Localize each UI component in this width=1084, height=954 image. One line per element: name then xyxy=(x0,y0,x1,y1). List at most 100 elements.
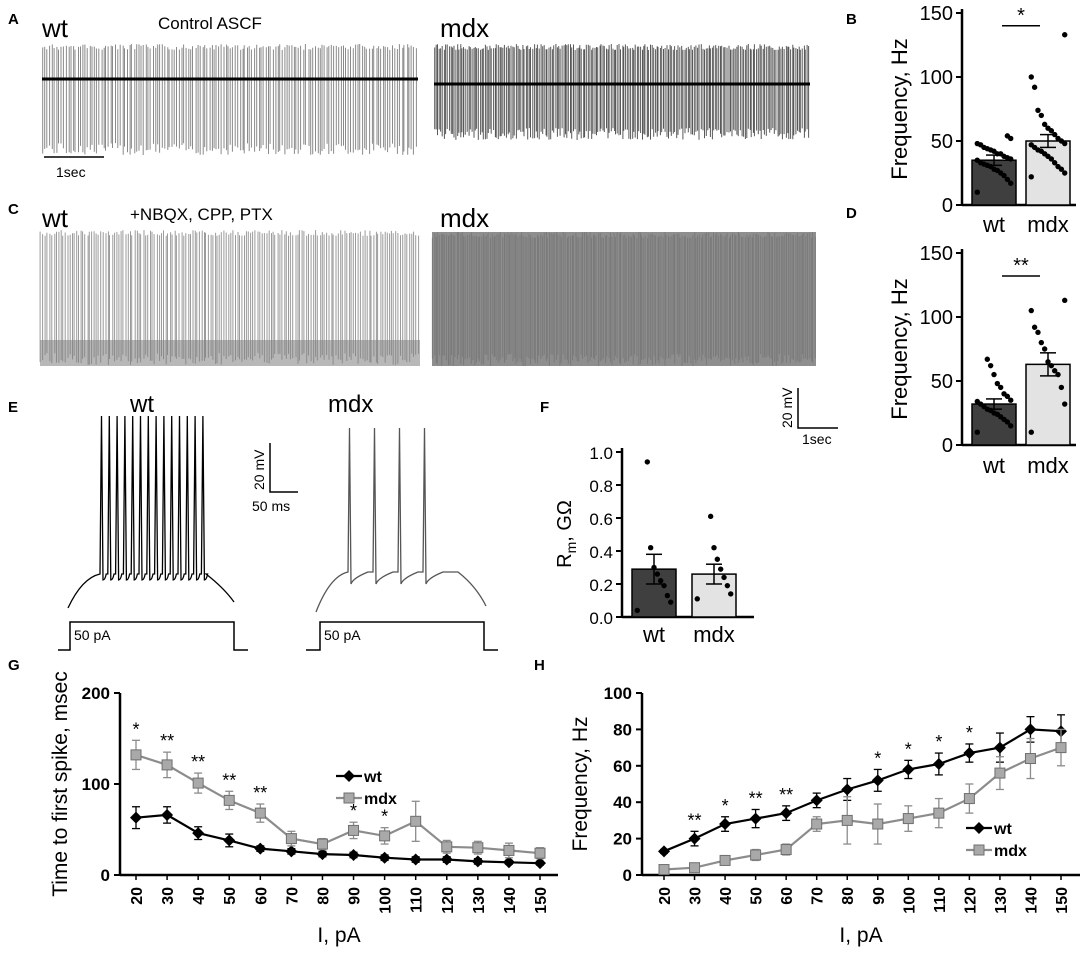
chart-h-point-mdx xyxy=(1055,742,1067,754)
chart-d-category-label: mdx xyxy=(1027,453,1069,478)
chart-f-point-mdx xyxy=(694,596,700,602)
chart-g-x-tick-label: 140 xyxy=(502,887,519,914)
chart-h-point-wt xyxy=(963,747,976,760)
chart-g-point-wt xyxy=(534,857,546,870)
chart-h-significance-label: ** xyxy=(688,810,702,830)
trace-c-wt-spikes xyxy=(39,230,420,365)
panel-e-mdx-current-step xyxy=(306,621,498,651)
chart-g-point-mdx xyxy=(285,833,297,845)
chart-b-point-mdx xyxy=(1055,163,1061,170)
chart-h-point-wt xyxy=(932,757,945,770)
chart-d-point-mdx xyxy=(1045,359,1051,365)
chart-g-significance-label: ** xyxy=(191,752,205,772)
chart-g-point-mdx xyxy=(379,830,391,842)
chart-g-x-tick-label: 150 xyxy=(533,887,550,914)
chart-g-point-wt xyxy=(409,853,422,866)
chart-h-legend-marker-wt xyxy=(973,822,985,834)
chart-h-point-wt xyxy=(871,774,884,787)
chart-d-y-tick-label: 0 xyxy=(942,435,953,457)
chart-h-legend-label-wt: wt xyxy=(993,821,1012,838)
chart-d-point-wt xyxy=(1008,423,1014,429)
chart-g-point-mdx xyxy=(441,841,453,853)
panel-e-wt-current-step xyxy=(58,621,248,651)
panel-c-mdx-label: mdx xyxy=(440,203,489,233)
chart-f-category-label: wt xyxy=(642,622,665,647)
chart-d-point-mdx xyxy=(1062,401,1068,407)
chart-g-point-wt xyxy=(378,851,391,864)
chart-h-y-tick-label: 80 xyxy=(613,720,632,739)
chart-g-legend: wt mdx xyxy=(336,769,397,808)
chart-b-point-mdx xyxy=(1035,107,1041,113)
chart-g-point-wt xyxy=(347,848,360,861)
chart-h-x-tick-label: 20 xyxy=(657,887,674,905)
chart-g-point-wt xyxy=(316,848,329,861)
chart-g-significance-label: * xyxy=(381,807,388,827)
chart-h-x-tick-label: 50 xyxy=(749,887,766,905)
trace-c-wt xyxy=(39,230,420,366)
chart-h-point-wt xyxy=(841,783,854,796)
chart-b-point-mdx xyxy=(1041,121,1048,128)
chart-g-x-tick-label: 20 xyxy=(129,887,146,905)
panel-a-wt-label: wt xyxy=(41,13,69,43)
chart-f-point-mdx xyxy=(717,566,724,572)
chart-g-point-mdx xyxy=(534,847,546,859)
chart-g-point-mdx xyxy=(316,838,328,850)
panel-g: G 0 100 200 20 30 40 50 60 70 80 90 100 110 120 130 140… xyxy=(8,657,558,947)
chart-h-x-label: I, pA xyxy=(839,924,882,947)
chart-g-y-tick-label: 0 xyxy=(101,866,110,885)
chart-b-point-wt xyxy=(974,189,980,195)
chart-h-point-mdx xyxy=(933,807,945,819)
chart-f-y-label-main: R xyxy=(554,553,576,567)
chart-f-y-label: Rm, GΩ xyxy=(554,500,579,568)
panel-e-mdx-step-label: 50 pA xyxy=(324,627,361,643)
chart-b-point-mdx xyxy=(1028,142,1034,148)
trace-a-wt xyxy=(42,44,418,155)
chart-h-point-wt xyxy=(688,832,701,845)
panel-h: H 0 20 40 60 80 100 20 30 40 50 60 70 80 90 100 110 120 1… xyxy=(534,657,1080,947)
panel-c-letter: C xyxy=(8,201,19,218)
chart-g-point-wt xyxy=(223,834,236,847)
chart-h-point-mdx xyxy=(658,864,670,876)
chart-h-significance-label: * xyxy=(966,723,973,743)
chart-d-point-wt xyxy=(994,380,1001,387)
chart-g-x-label: I, pA xyxy=(317,924,360,947)
chart-h-point-wt xyxy=(1024,723,1037,736)
chart-h-point-wt xyxy=(658,845,670,858)
chart-d-y-tick-label: 50 xyxy=(931,371,953,393)
chart-b-category-label: mdx xyxy=(1027,212,1069,237)
panel-c: C wt +NBQX, CPP, PTX mdx 20 mV 1sec xyxy=(8,201,838,447)
chart-b-point-mdx xyxy=(1055,135,1061,142)
chart-f-y-tick-label: 0.8 xyxy=(589,477,613,496)
chart-h-y-tick-label: 0 xyxy=(623,866,632,885)
chart-d-point-mdx xyxy=(1048,362,1055,369)
chart-g-x-tick-label: 80 xyxy=(315,887,332,905)
chart-h-point-wt xyxy=(719,818,732,831)
chart-g-x-tick-label: 70 xyxy=(284,887,301,905)
chart-b-point-wt xyxy=(974,140,980,147)
panel-cd-voltage-scale-label: 20 mV xyxy=(779,387,795,428)
chart-b-y-tick-label: 0 xyxy=(942,195,953,217)
chart-g-x-tick-label: 130 xyxy=(471,887,488,914)
chart-g-x-tick-label: 100 xyxy=(378,887,395,914)
panel-f-letter: F xyxy=(540,399,549,416)
panel-e-wt-label: wt xyxy=(129,391,154,418)
trace-a-mdx xyxy=(434,44,810,140)
chart-g-x-tick-label: 60 xyxy=(253,887,270,905)
chart-f-y-tick-label: 0.4 xyxy=(589,543,613,562)
chart-f-point-wt xyxy=(651,564,657,571)
chart-h-point-mdx xyxy=(1024,753,1036,765)
chart-b-point-wt xyxy=(1008,180,1014,186)
chart-d-point-wt xyxy=(974,398,980,405)
chart-f-point-mdx xyxy=(714,556,721,562)
panel-b-letter: B xyxy=(846,11,857,28)
chart-g-point-mdx xyxy=(410,815,422,827)
panel-e: E wt mdx 20 mV 50 ms 50 pA 50 pA xyxy=(8,391,498,651)
chart-d-point-mdx xyxy=(1035,329,1041,336)
trace-e-wt xyxy=(67,415,235,609)
chart-h-x-tick-label: 120 xyxy=(962,887,979,914)
chart-b-point-mdx xyxy=(1051,160,1058,166)
chart-h-point-mdx xyxy=(872,818,884,830)
trace-c-mdx xyxy=(431,232,816,366)
panel-b: B 0 50 100 150 wt mdx * Frequency, Hz xyxy=(846,3,1076,237)
